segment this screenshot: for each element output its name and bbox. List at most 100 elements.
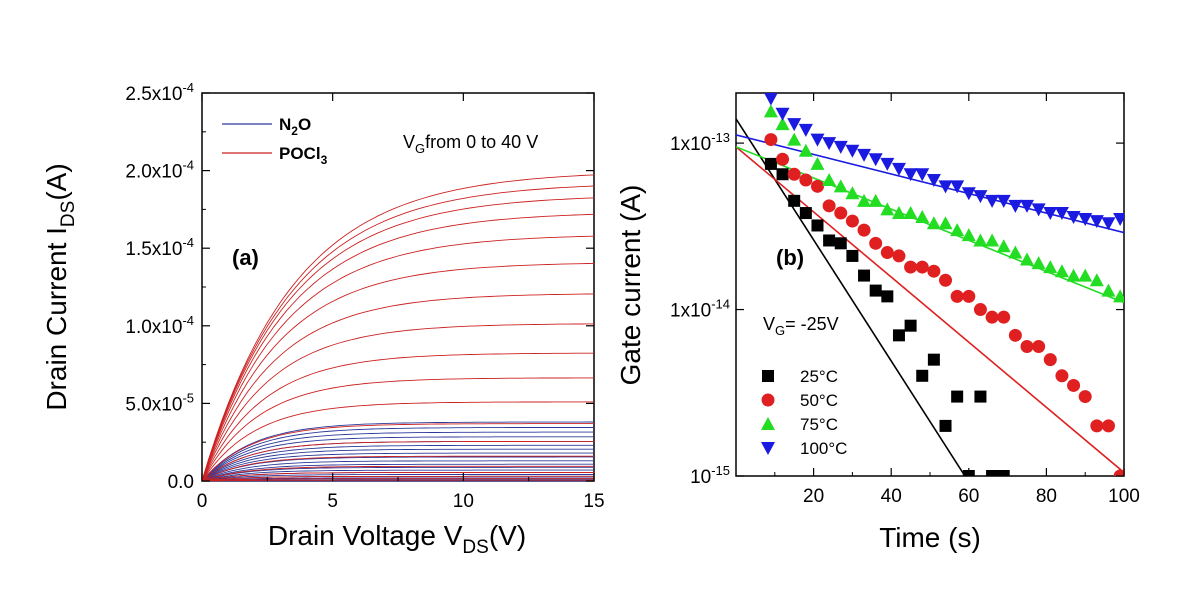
legend-label-series-0: 25°C (800, 367, 838, 386)
point-series-2 (763, 104, 778, 118)
point-series-1 (1032, 339, 1046, 353)
a-y-tick-label-exponent: -5 (182, 390, 194, 405)
point-series-0 (846, 249, 859, 262)
point-series-3 (1031, 203, 1046, 217)
point-series-3 (1066, 210, 1081, 224)
point-series-0 (799, 207, 812, 220)
point-series-0 (764, 157, 777, 170)
point-series-0 (788, 194, 801, 207)
series-1-curve-14 (201, 235, 595, 482)
point-series-2 (1043, 260, 1058, 274)
point-series-0 (927, 353, 940, 366)
fit-line-3 (736, 134, 1124, 234)
point-series-2 (1054, 264, 1069, 278)
point-series-0 (974, 390, 987, 403)
series-1-curve-6 (201, 440, 594, 482)
point-series-2 (775, 117, 790, 131)
b-x-tick-label: 80 (1036, 486, 1057, 507)
a-x-tick-label: 5 (327, 491, 338, 512)
point-series-1 (776, 152, 790, 166)
panel-a-chart: 0 5 10 150.05.0x10-51.0x10-41.5x10-42.0x10-… (41, 80, 605, 558)
point-series-3 (926, 174, 941, 188)
a-y-tick-label-exponent: -4 (182, 313, 194, 328)
legend-n2o-sub: 2 (291, 124, 298, 138)
series-1-curve-3 (201, 472, 594, 482)
b-y-tick-label-mantissa: 1x10 (670, 134, 711, 155)
point-series-2 (1020, 252, 1034, 266)
point-series-3 (822, 137, 837, 151)
panel-a-label: (a) (232, 245, 259, 270)
legend-label-series-3: 100°C (800, 439, 847, 458)
point-series-0 (869, 284, 882, 297)
b-x-tick-label: 20 (803, 486, 824, 507)
point-series-3 (1113, 212, 1124, 226)
panel-b-y-axis-title: Gate current (A) (615, 185, 646, 386)
point-series-3 (903, 168, 918, 182)
point-series-1 (1078, 390, 1092, 404)
series-0-curve-17 (201, 431, 594, 482)
point-series-0 (811, 219, 824, 232)
point-series-0 (904, 319, 917, 332)
point-series-3 (891, 162, 906, 176)
point-series-2 (1066, 268, 1081, 282)
point-series-0 (892, 329, 905, 342)
point-series-0 (951, 390, 964, 403)
point-series-3 (787, 118, 802, 132)
panel-a-x-axis-title: Drain Voltage VDS(V) (268, 520, 526, 558)
series-0-curve-19 (201, 421, 594, 482)
point-series-1 (915, 260, 929, 274)
point-series-1 (1020, 339, 1034, 353)
b-y-tick-label-mantissa: 10 (690, 467, 711, 488)
point-series-3 (764, 93, 778, 106)
point-series-1 (997, 310, 1011, 324)
point-series-2 (1008, 245, 1023, 259)
point-series-1 (1043, 353, 1057, 367)
panel-a-annotation-main: V (403, 132, 415, 152)
legend-label-series-2: 75°C (800, 415, 838, 434)
series-0-curve-10 (201, 460, 594, 482)
point-series-2 (938, 216, 953, 230)
point-series-2 (822, 173, 837, 187)
series-0-curve-7 (201, 469, 594, 482)
point-series-2 (1089, 273, 1104, 287)
series-1-curve-12 (201, 293, 595, 482)
point-series-2 (833, 179, 848, 193)
point-series-1 (1067, 378, 1081, 392)
legend-label-series-1: 50°C (800, 391, 838, 410)
panel-a-xlabel-main: Drain Voltage V (268, 520, 463, 551)
a-y-tick-label-mantissa: 5.0x10 (125, 394, 182, 415)
point-series-3 (810, 133, 825, 147)
point-series-1 (962, 289, 976, 303)
a-y-tick-label-mantissa: 1.0x10 (125, 317, 182, 338)
panel-b-data-points (763, 93, 1124, 476)
point-series-2 (950, 223, 965, 237)
legend-label-pocl3: POCl3 (279, 144, 328, 167)
panel-a-ylabel-sub: DS (58, 201, 79, 227)
point-series-3 (1078, 212, 1093, 226)
b-x-tick-label: 40 (881, 486, 902, 507)
series-1-curve-13 (201, 262, 595, 482)
series-1-curve-8 (201, 401, 594, 482)
b-y-tick-label-exponent: -15 (711, 463, 730, 478)
point-series-2 (996, 239, 1011, 253)
point-series-3 (961, 187, 976, 201)
point-series-2 (1078, 268, 1093, 282)
point-series-2 (880, 202, 895, 216)
point-series-1 (880, 246, 894, 260)
panel-a-xlabel-sub: DS (462, 537, 488, 558)
panel-a-ticks: 0 5 10 150.05.0x10-51.0x10-41.5x10-42.0x10-… (125, 80, 604, 512)
point-series-3 (1054, 207, 1069, 221)
a-y-tick-label-exponent: -4 (182, 158, 194, 173)
series-1-curve-10 (201, 352, 594, 482)
series-0-curve-11 (201, 456, 594, 482)
a-y-tick-label: 5.0x10-5 (125, 390, 194, 415)
panel-b-annotation-sub: G (775, 323, 785, 338)
series-1-curve-5 (201, 455, 594, 482)
point-series-3 (1089, 215, 1104, 229)
panel-a-annotation-tail: from 0 to 40 V (425, 132, 538, 152)
a-y-tick-label-mantissa: 0.0 (168, 472, 194, 493)
point-series-1 (834, 206, 848, 220)
point-series-2 (985, 233, 1000, 247)
point-series-1 (787, 167, 801, 181)
